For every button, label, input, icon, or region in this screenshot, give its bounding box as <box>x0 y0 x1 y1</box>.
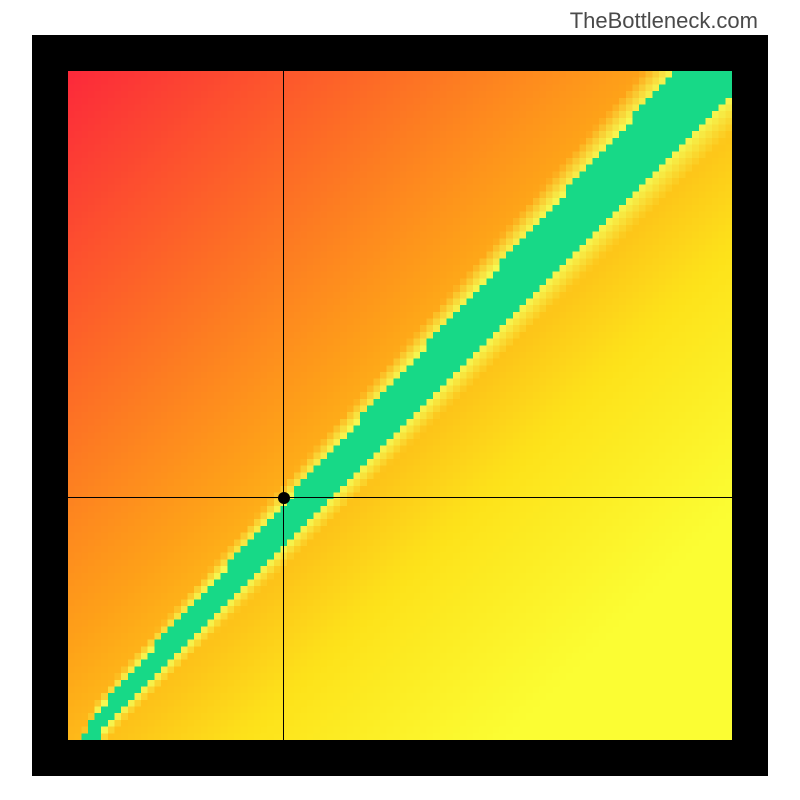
watermark-text: TheBottleneck.com <box>570 8 758 34</box>
chart-border <box>32 35 768 776</box>
heatmap-chart <box>32 35 768 776</box>
